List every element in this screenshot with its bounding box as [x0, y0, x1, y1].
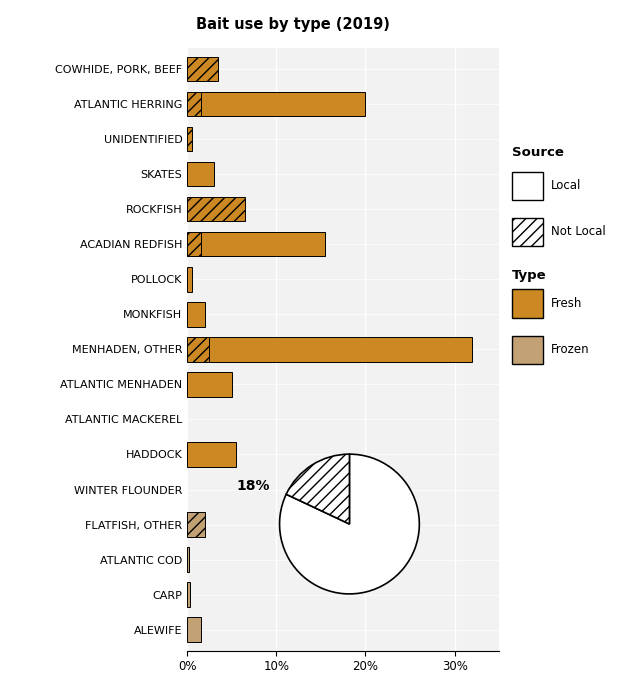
Bar [187, 337, 210, 362]
Text: Local: Local [551, 179, 582, 192]
Bar [512, 171, 543, 200]
Text: Source: Source [512, 146, 563, 159]
Bar [187, 302, 205, 327]
Bar [187, 443, 236, 466]
Bar [187, 232, 200, 256]
Bar [187, 162, 214, 186]
Bar [187, 512, 205, 537]
Bar [210, 337, 472, 362]
Bar [200, 232, 325, 256]
Bar [187, 92, 200, 116]
Wedge shape [286, 454, 349, 524]
Bar [200, 92, 366, 116]
Text: Type: Type [512, 269, 546, 282]
Bar [187, 372, 232, 397]
Text: Not Local: Not Local [551, 225, 606, 238]
Text: Frozen: Frozen [551, 343, 590, 356]
Bar [187, 267, 192, 292]
Bar [512, 336, 543, 364]
Text: Bait use by type (2019): Bait use by type (2019) [197, 17, 390, 32]
Bar [187, 617, 200, 642]
Bar [512, 290, 543, 319]
Bar [512, 218, 543, 247]
Bar [187, 197, 245, 221]
Wedge shape [280, 454, 419, 594]
Bar [187, 57, 218, 82]
Text: Fresh: Fresh [551, 297, 582, 310]
Bar [187, 547, 189, 572]
Bar [187, 582, 190, 607]
Bar [187, 127, 192, 151]
Text: 18%: 18% [236, 479, 270, 493]
